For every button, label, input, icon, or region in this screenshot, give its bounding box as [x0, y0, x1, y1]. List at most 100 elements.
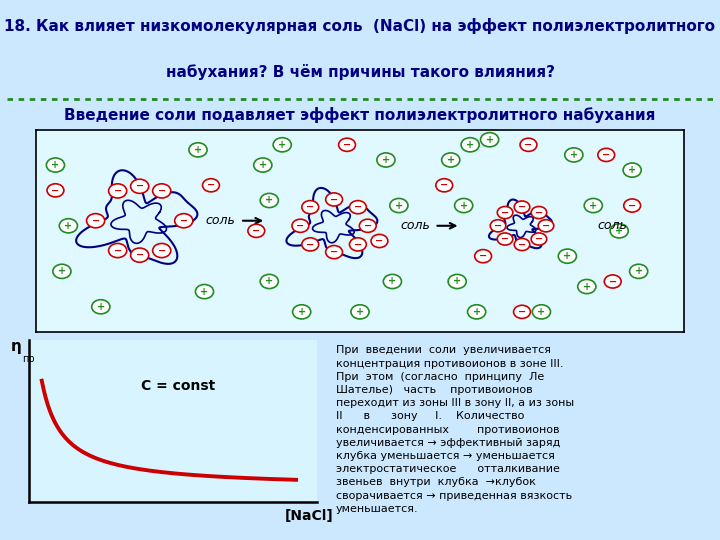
Circle shape	[584, 199, 603, 213]
Circle shape	[498, 206, 513, 219]
Circle shape	[109, 184, 127, 198]
Circle shape	[359, 219, 376, 232]
Circle shape	[436, 179, 453, 192]
Text: +: +	[485, 134, 494, 145]
Text: −: −	[330, 247, 338, 257]
Circle shape	[325, 246, 343, 259]
Circle shape	[292, 219, 309, 232]
Circle shape	[558, 249, 577, 263]
Circle shape	[474, 249, 492, 263]
Text: +: +	[382, 155, 390, 165]
Text: набухания? В чём причины такого влияния?: набухания? В чём причины такого влияния?	[166, 64, 554, 80]
Text: +: +	[200, 287, 209, 296]
Text: +: +	[297, 307, 306, 317]
Circle shape	[202, 179, 220, 192]
Text: +: +	[628, 165, 636, 175]
Text: +: +	[395, 200, 403, 211]
Text: −: −	[306, 202, 315, 212]
Text: C = const: C = const	[141, 379, 216, 393]
Text: +: +	[615, 226, 624, 236]
Text: −: −	[135, 250, 144, 260]
Circle shape	[59, 219, 78, 233]
Circle shape	[623, 163, 642, 177]
Text: соль: соль	[400, 219, 430, 232]
Text: +: +	[64, 221, 73, 231]
Circle shape	[130, 179, 149, 193]
Text: +: +	[96, 302, 105, 312]
Circle shape	[539, 220, 554, 232]
Circle shape	[604, 275, 621, 288]
Circle shape	[189, 143, 207, 157]
Text: −: −	[158, 246, 166, 255]
Circle shape	[153, 244, 171, 258]
Text: +: +	[265, 276, 274, 287]
Circle shape	[351, 305, 369, 319]
Text: −: −	[51, 185, 60, 195]
Text: −: −	[602, 150, 611, 160]
Circle shape	[498, 233, 513, 245]
Text: −: −	[501, 234, 509, 244]
Text: −: −	[91, 215, 99, 226]
Circle shape	[448, 274, 467, 288]
Text: 18. Как влияет низкомолекулярная соль  (NaCl) на эффект полиэлектролитного: 18. Как влияет низкомолекулярная соль (N…	[4, 18, 716, 35]
Circle shape	[325, 193, 343, 206]
Text: −: −	[135, 181, 144, 191]
Text: −: −	[114, 186, 122, 196]
Circle shape	[195, 285, 214, 299]
Circle shape	[260, 274, 279, 288]
Circle shape	[514, 239, 530, 251]
Text: −: −	[354, 239, 362, 249]
Text: −: −	[518, 307, 526, 317]
Circle shape	[338, 138, 356, 151]
Text: +: +	[570, 150, 578, 160]
Circle shape	[260, 193, 279, 207]
Text: −: −	[501, 207, 509, 218]
Text: −: −	[524, 140, 533, 150]
Circle shape	[130, 248, 149, 262]
Circle shape	[532, 305, 551, 319]
Circle shape	[480, 133, 499, 147]
Text: соль: соль	[206, 214, 235, 227]
Circle shape	[47, 184, 64, 197]
Circle shape	[46, 158, 65, 172]
Circle shape	[461, 138, 480, 152]
Text: пр: пр	[22, 354, 35, 364]
Text: −: −	[330, 194, 338, 205]
Text: −: −	[494, 221, 502, 231]
Circle shape	[302, 238, 319, 251]
Circle shape	[253, 158, 272, 172]
Text: −: −	[343, 140, 351, 150]
Text: При  введении  соли  увеличивается
концентрация противоионов в зоне III.
При  эт: При введении соли увеличивается концентр…	[336, 346, 574, 514]
Circle shape	[371, 234, 388, 247]
Text: +: +	[634, 266, 643, 276]
Circle shape	[598, 148, 615, 161]
Circle shape	[513, 305, 531, 319]
Text: −: −	[440, 180, 449, 190]
Circle shape	[273, 138, 292, 152]
Text: −: −	[207, 180, 215, 190]
Circle shape	[564, 148, 583, 162]
Circle shape	[91, 300, 110, 314]
Circle shape	[531, 206, 546, 219]
Circle shape	[86, 214, 104, 228]
Text: +: +	[258, 160, 267, 170]
Circle shape	[610, 224, 629, 238]
Text: −: −	[306, 239, 315, 249]
Circle shape	[349, 200, 366, 214]
Text: −: −	[535, 207, 543, 218]
Text: +: +	[194, 145, 202, 155]
Circle shape	[441, 153, 460, 167]
Text: −: −	[158, 186, 166, 196]
Text: −: −	[252, 226, 261, 236]
Circle shape	[390, 199, 408, 213]
Text: −: −	[114, 246, 122, 255]
Text: −: −	[535, 234, 543, 244]
Text: −: −	[608, 276, 617, 287]
Text: −: −	[297, 221, 305, 231]
Text: −: −	[364, 221, 372, 231]
Circle shape	[577, 280, 596, 294]
Circle shape	[531, 233, 546, 245]
Text: +: +	[58, 266, 66, 276]
Circle shape	[377, 153, 395, 167]
Circle shape	[624, 199, 641, 212]
